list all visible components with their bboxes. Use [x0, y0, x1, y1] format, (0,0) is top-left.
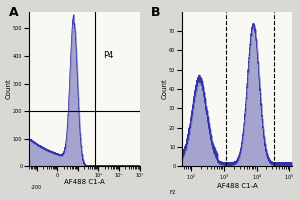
X-axis label: AF488 C1-A: AF488 C1-A — [64, 179, 104, 185]
Text: -200: -200 — [31, 185, 42, 190]
Y-axis label: Count: Count — [6, 79, 12, 99]
Text: F2: F2 — [169, 190, 176, 195]
Text: P4: P4 — [103, 51, 114, 60]
Y-axis label: Count: Count — [162, 79, 168, 99]
Text: B: B — [151, 6, 160, 19]
Text: A: A — [9, 6, 18, 19]
X-axis label: AF488 C1-A: AF488 C1-A — [217, 183, 257, 189]
